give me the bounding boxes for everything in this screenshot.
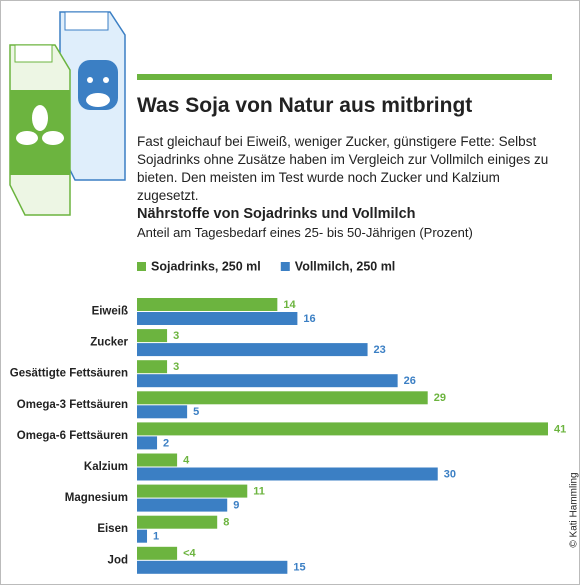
- legend-label: Vollmilch, 250 ml: [295, 259, 396, 273]
- bar: [137, 453, 178, 467]
- value-label: 3: [173, 330, 179, 342]
- value-label: 41: [554, 423, 566, 435]
- value-label: 15: [293, 562, 305, 574]
- value-label: 9: [233, 500, 239, 512]
- value-label: 14: [283, 299, 296, 311]
- chart-title: Nährstoffe von Sojadrinks und Vollmilch: [137, 206, 416, 222]
- value-label: 8: [223, 517, 229, 529]
- value-label: 26: [404, 375, 416, 387]
- soy-carton: [9, 44, 71, 216]
- bar: [137, 312, 298, 325]
- value-label: 3: [173, 361, 179, 373]
- bar: [137, 484, 248, 498]
- value-label: 23: [374, 344, 386, 356]
- value-label: 29: [434, 392, 446, 404]
- category-label: Eisen: [97, 523, 128, 535]
- legend-swatch: [137, 262, 146, 271]
- bar: [137, 436, 158, 450]
- value-label: 5: [193, 406, 199, 418]
- bar: [137, 498, 228, 512]
- bar: [137, 329, 168, 343]
- intro: Fast gleichauf bei Eiweiß, weniger Zucke…: [137, 134, 549, 203]
- legend-label: Sojadrinks, 250 ml: [151, 259, 261, 273]
- bar: [137, 515, 218, 529]
- category-label: Eiweiß: [92, 306, 128, 318]
- bar: [137, 467, 438, 481]
- accent-rule: [137, 74, 552, 80]
- legend-swatch: [280, 262, 290, 271]
- bar: [137, 391, 428, 405]
- milk-carton: [59, 11, 126, 181]
- value-label: 11: [253, 486, 265, 498]
- bar: [137, 298, 278, 311]
- value-label: 1: [153, 531, 159, 543]
- value-label: 2: [163, 437, 169, 449]
- category-label: Omega-3 Fettsäuren: [17, 399, 128, 411]
- category-label: Gesättigte Fettsäuren: [10, 368, 128, 380]
- bar: [137, 560, 288, 574]
- value-label: <4: [183, 548, 196, 560]
- bar: [137, 405, 188, 419]
- credit: © Kati Hammling: [569, 472, 580, 547]
- category-label: Magnesium: [65, 492, 128, 504]
- bar: [137, 343, 368, 357]
- value-label: 30: [444, 468, 456, 480]
- category-label: Zucker: [90, 337, 128, 349]
- title: Was Soja von Natur aus mitbringt: [137, 94, 473, 117]
- bar: [137, 422, 548, 436]
- bar: [137, 546, 178, 560]
- category-label: Jod: [108, 554, 128, 566]
- bar: [137, 360, 168, 374]
- category-label: Kalzium: [84, 461, 128, 473]
- category-label: Omega-6 Fettsäuren: [17, 430, 128, 442]
- subtitle: Anteil am Tagesbedarf eines 25- bis 50-J…: [137, 225, 473, 240]
- value-label: 4: [183, 454, 190, 466]
- bar: [137, 529, 148, 543]
- value-label: 16: [303, 313, 315, 325]
- bar: [137, 374, 398, 388]
